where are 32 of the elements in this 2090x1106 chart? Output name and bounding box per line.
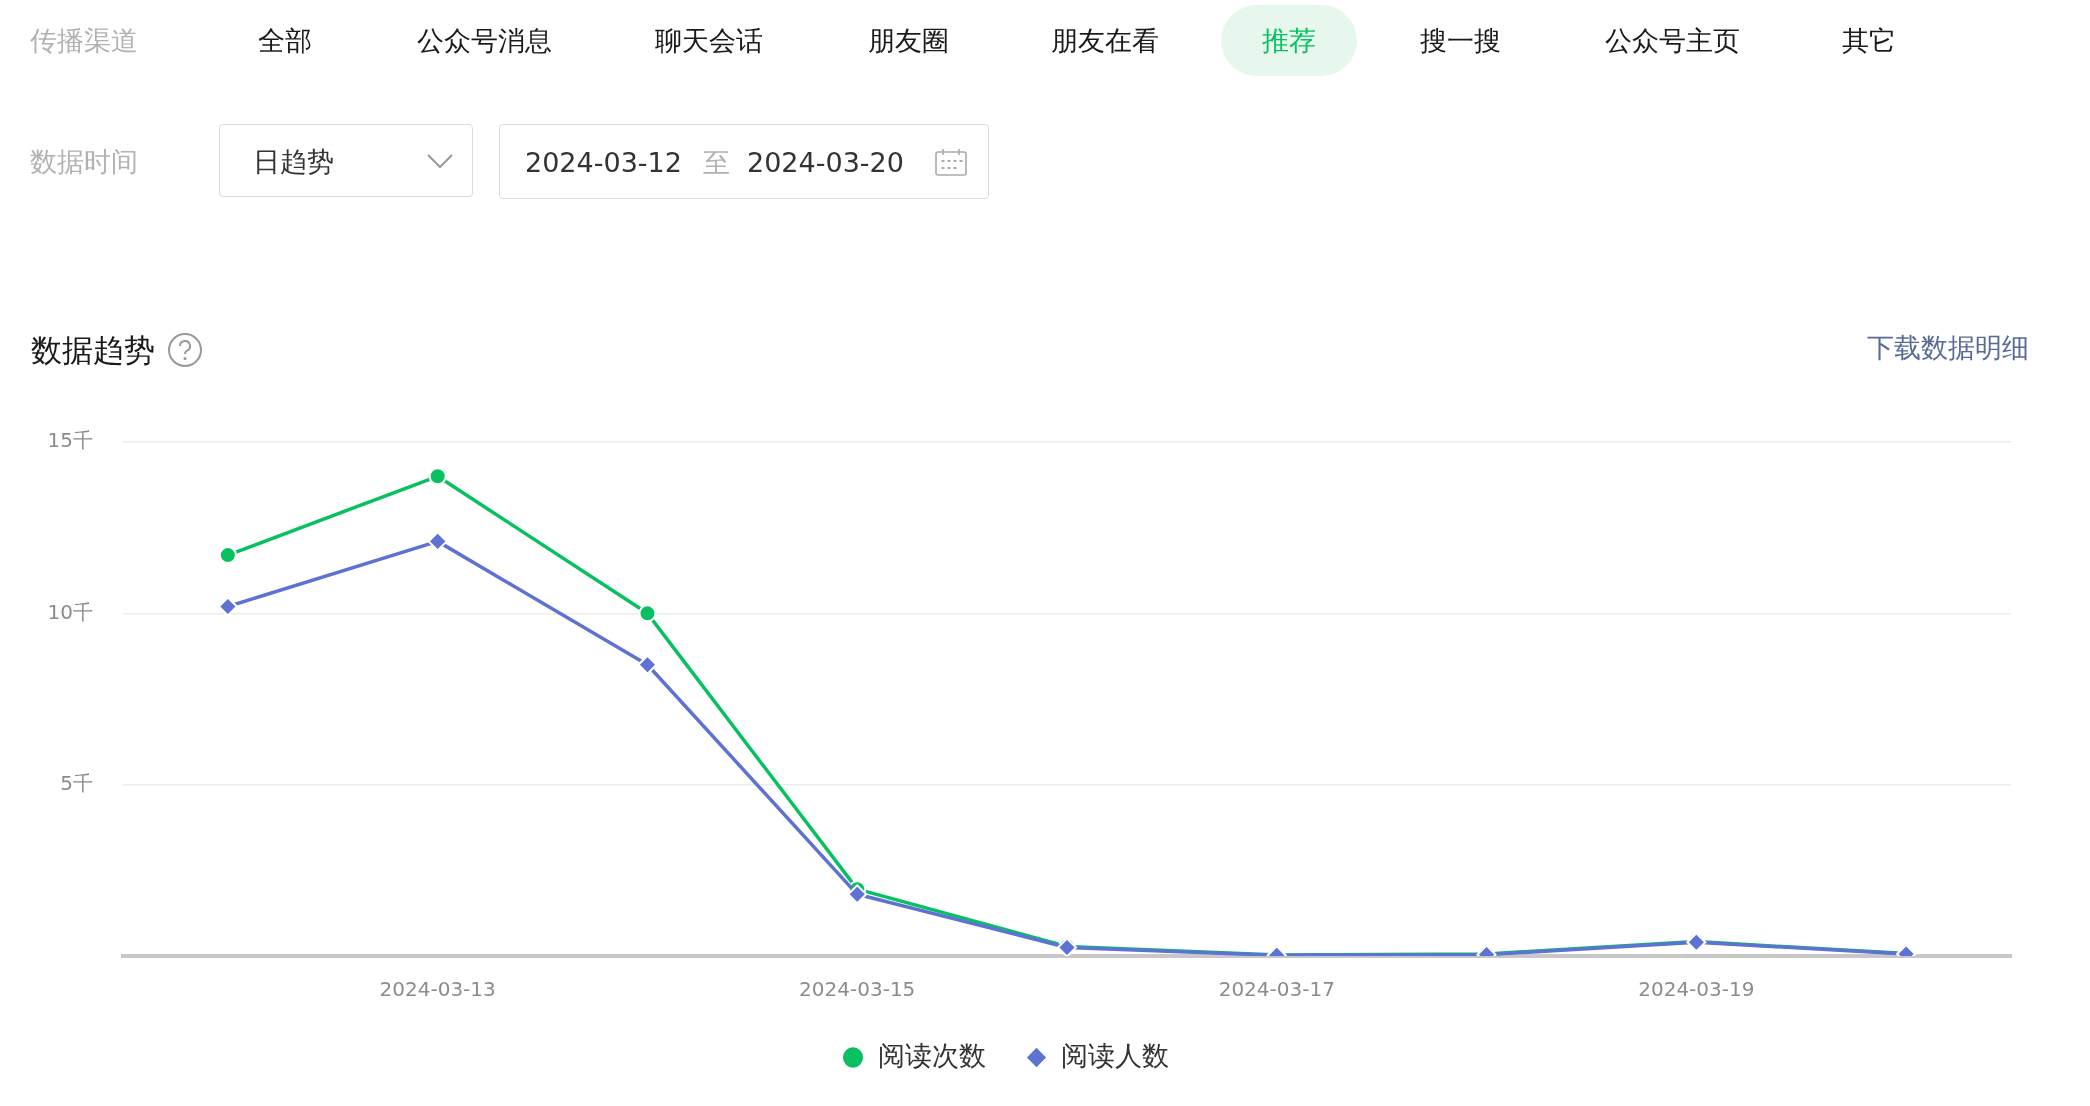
x-tick-label: 2024-03-17 [1218, 977, 1335, 1002]
text: 公众号主页 [1604, 24, 1740, 56]
text: 下载数据明细 [1867, 331, 2029, 363]
text: 搜一搜 [1419, 24, 1501, 56]
text: 朋友圈 [867, 24, 949, 56]
x-tick-label: 2024-03-19 [1638, 977, 1755, 1002]
point [637, 654, 658, 675]
text: 公众号消息 [416, 24, 552, 56]
point [638, 604, 657, 623]
text: 日趋势 [253, 145, 334, 177]
chart-title: 数据趋势 [31, 331, 155, 368]
legend-label: 阅读次数 [877, 1039, 986, 1071]
point [217, 596, 238, 617]
point [428, 467, 447, 486]
text: 聊天会话 [655, 24, 763, 56]
x-tick-label: 2024-03-13 [379, 977, 496, 1002]
text: 全部 [258, 24, 312, 56]
y-tick-label: 5千 [60, 770, 93, 795]
y-tick-label: 10千 [47, 599, 93, 624]
text: 数据时间 [30, 145, 138, 177]
point [847, 884, 868, 905]
y-tick-label: 15千 [47, 428, 93, 453]
text: 其它 [1842, 24, 1896, 56]
text: 2024-03-12 [525, 146, 682, 178]
text: 至 [702, 146, 730, 178]
tab-pill: 推荐 [1221, 5, 1357, 76]
point [427, 531, 448, 552]
text: 传播渠道 [30, 24, 138, 56]
legend-label: 阅读人数 [1061, 1039, 1169, 1071]
text: 朋友在看 [1051, 24, 1159, 56]
x-tick-label: 2024-03-15 [799, 977, 916, 1002]
text: 2024-03-20 [747, 146, 904, 178]
